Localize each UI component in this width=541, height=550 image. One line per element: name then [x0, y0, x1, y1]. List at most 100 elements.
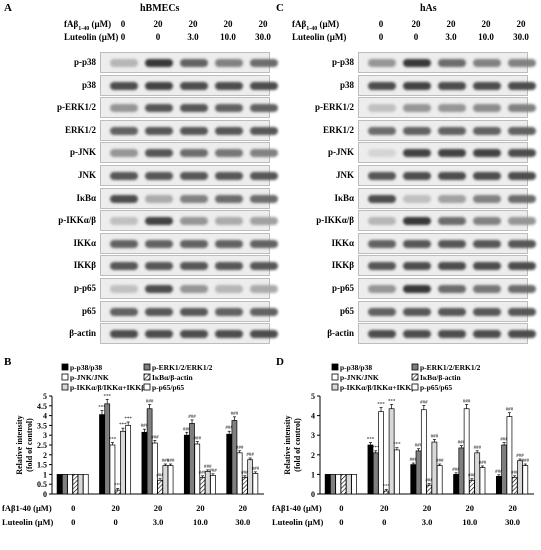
bar: [194, 443, 201, 495]
c-band: [508, 285, 536, 293]
c-row-label: p-ERK1/2: [314, 102, 354, 113]
legend-label: p-ERK1/2/ERK1/2: [420, 363, 481, 372]
significance-label: ###: [420, 401, 428, 406]
a-band: [145, 172, 173, 180]
bar: [167, 465, 174, 495]
c-row-label: JNK: [336, 170, 354, 180]
significance-label: ###: [141, 424, 149, 429]
legend-label: p-p38/p38: [70, 363, 102, 372]
c-blot-strip: [358, 142, 536, 164]
bar: [458, 447, 465, 495]
a-fab-value: 20: [223, 19, 233, 29]
y-tick-label: 0.5: [37, 480, 47, 489]
bar: [324, 474, 331, 495]
a-band: [180, 126, 208, 135]
c-band: [438, 262, 466, 271]
legend-swatch: [411, 383, 419, 391]
bar: [99, 414, 105, 495]
significance-label: ***: [388, 399, 396, 404]
c-luteolin-value: 10.0: [478, 32, 494, 42]
a-band: [250, 330, 278, 339]
bar: [335, 474, 342, 495]
a-blot-strip: [100, 165, 278, 186]
a-row-label: p-ERK1/2: [56, 102, 96, 113]
a-band: [215, 307, 243, 316]
bar: [463, 408, 470, 495]
bar: [157, 479, 163, 495]
c-row-label: p-p65: [331, 283, 354, 293]
significance-label: ###: [194, 437, 202, 442]
significance-label: ###: [522, 459, 530, 464]
a-luteolin-value: 10.0: [220, 32, 236, 42]
bar: [517, 460, 523, 495]
significance-label: ###: [151, 435, 159, 440]
a-band: [250, 194, 278, 203]
bar: [474, 452, 481, 495]
bar: [204, 471, 211, 495]
c-band: [473, 217, 501, 226]
bar: [351, 474, 357, 495]
panel-letter-b: B: [4, 356, 12, 368]
a-band: [145, 285, 173, 293]
c-band: [508, 262, 536, 271]
luteolin-condition-label: Luteolin (μM): [2, 517, 53, 527]
significance-label: ###: [167, 459, 175, 464]
significance-label: ###: [458, 441, 466, 446]
luteolin-condition-value: 3.0: [422, 517, 433, 527]
c-blot-strip: [358, 232, 536, 254]
c-row-label: p-IKKα/β: [316, 215, 354, 226]
luteolin-condition-value: 0: [71, 517, 75, 527]
bar: [104, 403, 111, 495]
bar: [330, 474, 336, 495]
a-band: [145, 217, 173, 226]
bar: [210, 475, 216, 495]
a-row-label: p-p38: [73, 57, 96, 67]
c-band: [403, 104, 431, 113]
a-blot-strip: [100, 97, 278, 119]
c-fab-value: 0: [378, 19, 384, 29]
a-band: [145, 81, 173, 90]
c-row-label: ERK1/2: [322, 124, 354, 135]
panel-letter-c: C: [276, 2, 284, 14]
c-band: [368, 59, 396, 67]
a-blot-strip: [100, 323, 278, 345]
y-tick-label: 3: [311, 431, 315, 440]
c-blot-strip: [358, 165, 536, 186]
significance-label: ###: [425, 479, 433, 484]
significance-label: ***: [109, 438, 117, 443]
fab-condition-value: 20: [423, 503, 432, 513]
y-tick-label: 1: [311, 470, 315, 479]
c-blot-strip: [358, 300, 536, 322]
c-band: [403, 307, 431, 316]
c-band: [508, 172, 536, 180]
a-band: [145, 149, 173, 158]
y-tick-label: 4.5: [37, 402, 47, 411]
a-band: [145, 262, 173, 271]
c-band: [438, 149, 466, 158]
y-tick-label: 2: [311, 451, 315, 460]
legend-label: p-JNK/JNK: [70, 373, 109, 382]
significance-label: ###: [246, 453, 254, 458]
a-band: [250, 126, 278, 135]
c-luteolin-value: 3.0: [445, 32, 457, 42]
a-band: [180, 104, 208, 113]
c-band: [438, 81, 466, 90]
significance-label: ***: [114, 484, 122, 489]
a-band: [215, 194, 243, 203]
c-band: [438, 330, 466, 339]
a-band: [180, 239, 208, 248]
a-band: [180, 149, 208, 158]
c-band: [403, 262, 431, 271]
legend-swatch: [411, 363, 419, 371]
c-band: [438, 59, 466, 67]
c-row-label: p-JNK: [327, 147, 354, 158]
c-band: [368, 104, 396, 113]
y-tick-label: 4: [311, 412, 315, 421]
legend-label: p-ERK1/2/ERK1/2: [152, 363, 213, 372]
fab-condition-label: fAβ1-40 (μM): [2, 503, 52, 513]
bar: [125, 425, 132, 495]
luteolin-condition-value: 30.0: [505, 517, 520, 527]
c-band: [473, 149, 501, 158]
a-band: [215, 217, 243, 226]
a-blot-strip: [100, 142, 278, 164]
